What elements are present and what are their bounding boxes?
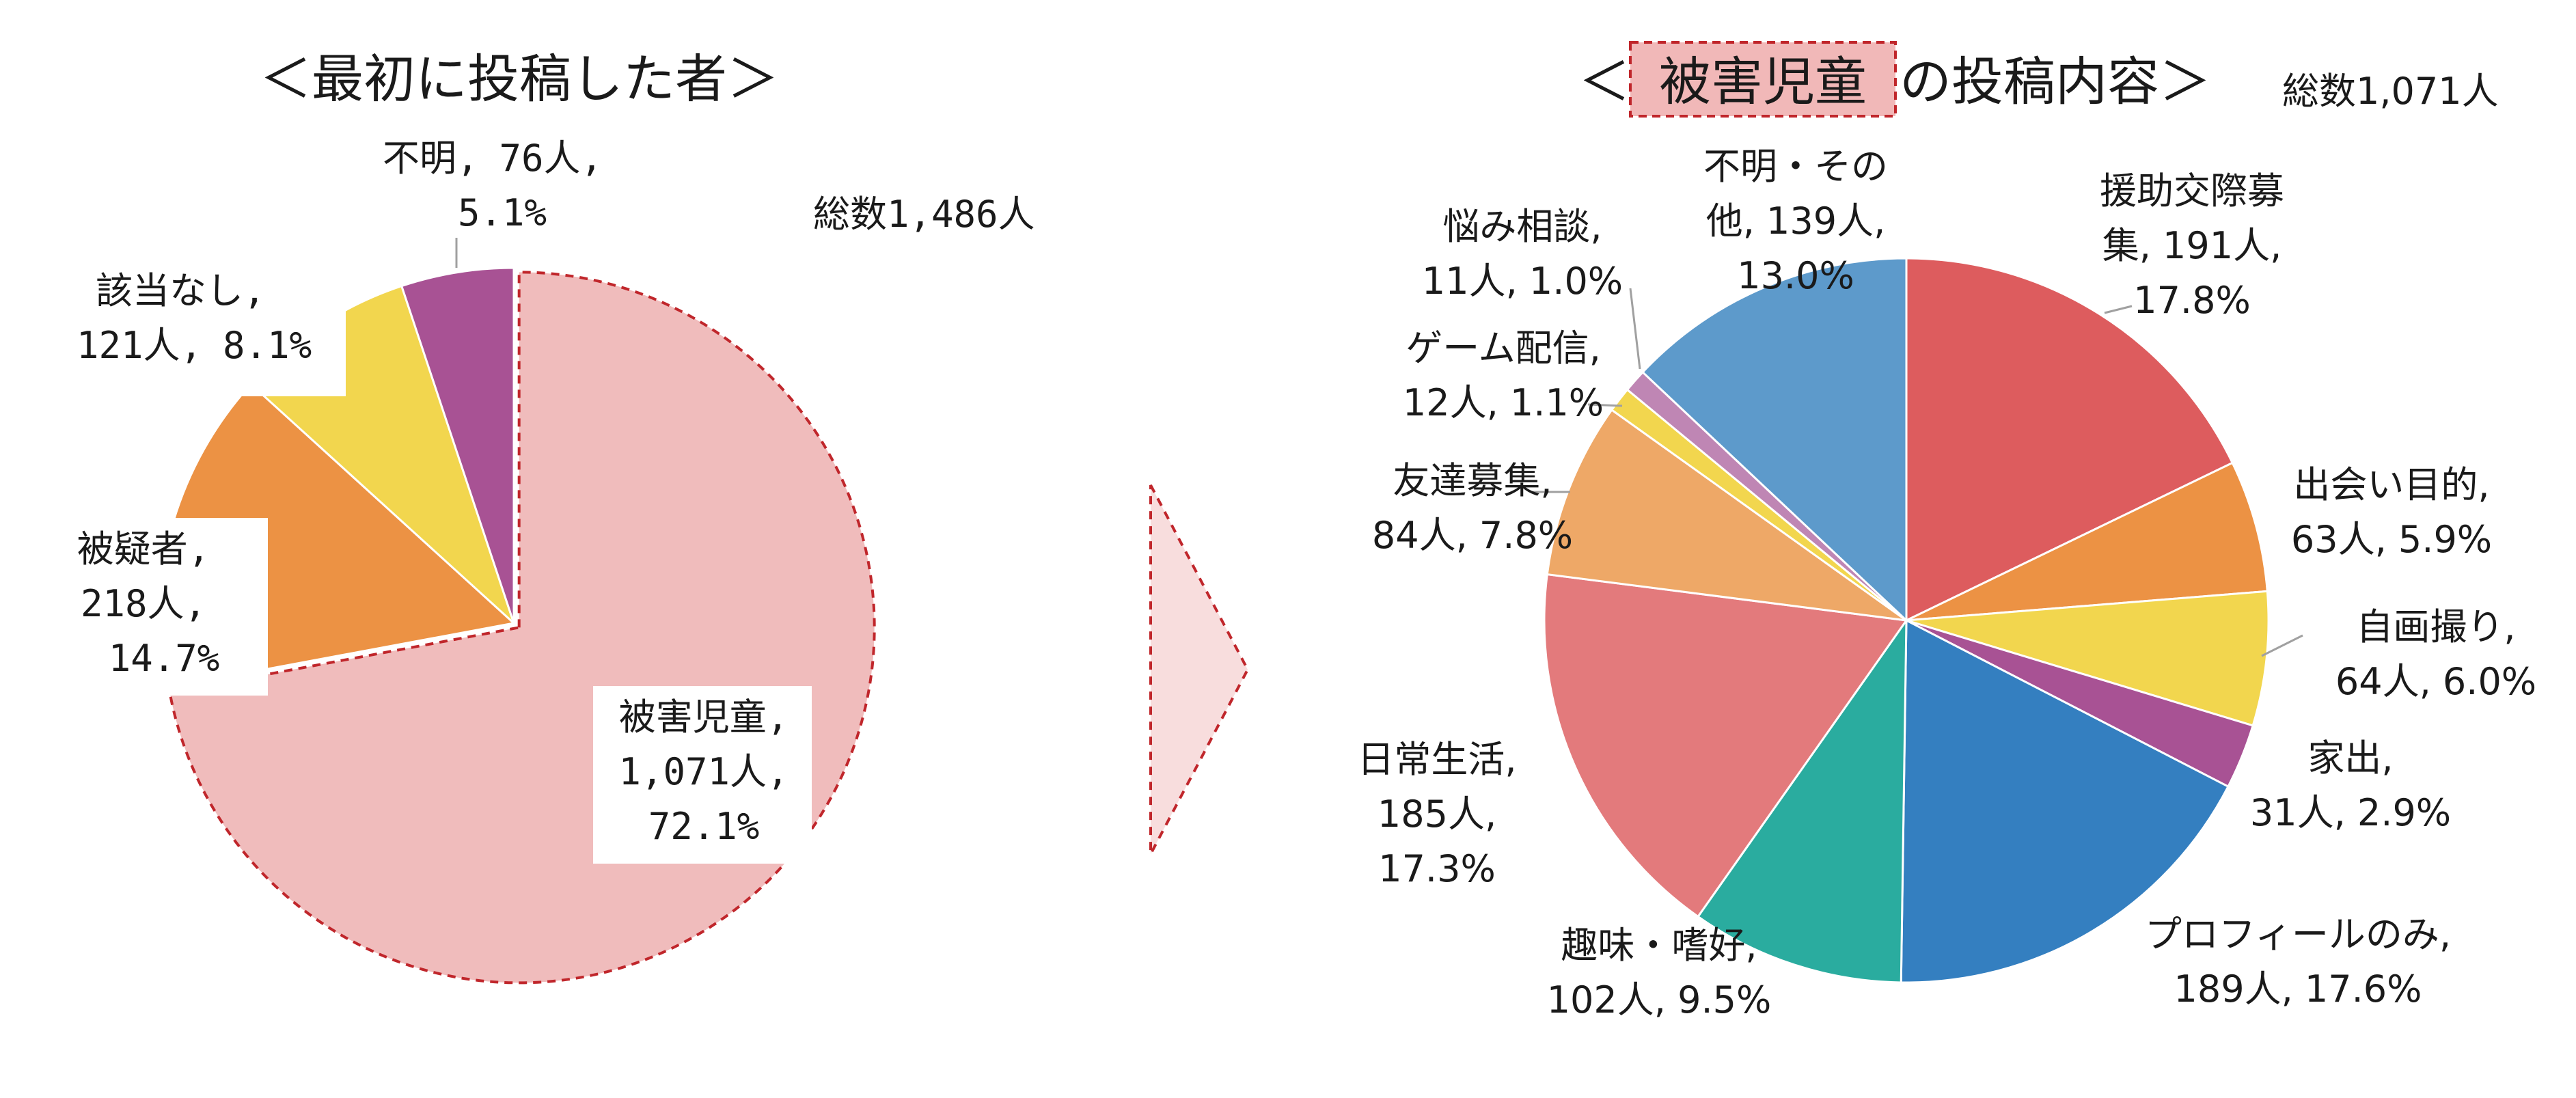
pie-slice-7 <box>1543 573 1908 918</box>
label-unknown-name: 不明, <box>383 137 479 180</box>
slice-label-8-line-1: 友達募集, <box>1393 459 1552 502</box>
label-suspect: 被疑者, 218人, 14.7% <box>77 527 220 680</box>
pie-slice-4 <box>400 266 515 624</box>
leader-line-enjo <box>2104 305 2133 314</box>
slice-label-11-line-3: 13.0% <box>1737 254 1854 297</box>
slice-label-3-line-1: 自画撮り, <box>2356 605 2515 648</box>
leader-line-game <box>1587 403 1623 407</box>
left-chart-title: ＜最初に投稿した者＞ <box>260 49 779 109</box>
arrow-right <box>1149 484 1250 855</box>
slice-label-7-line-1: 日常生活, <box>1357 738 1516 781</box>
slice-label-4-line-1: 家出, <box>2307 737 2393 780</box>
leader-line-selfie <box>2261 634 2303 657</box>
label-suspect-percent: 14.7% <box>109 637 220 680</box>
label-unknown-percent: 5.1% <box>458 191 547 234</box>
pie-slice-1 <box>1905 257 2234 622</box>
slice-label-11-line-1: 不明・その <box>1703 145 1888 188</box>
label-none-percent: 8.1% <box>223 324 312 367</box>
slice-label-2-line-1: 出会い目的, <box>2293 463 2489 506</box>
label-none: 該当なし, 121人, 8.1% <box>77 269 312 367</box>
label-victim-percent: 72.1% <box>648 805 760 848</box>
label-unknown: 不明, 76人, 5.1% <box>383 137 603 234</box>
slice-label-8-line-2: 84人, 7.8% <box>1372 514 1573 557</box>
pie-slice-3 <box>1906 590 2270 727</box>
label-victim-count: 1,071人, <box>618 750 789 793</box>
slice-label-9-line-2: 12人, 1.1% <box>1403 381 1604 424</box>
right-leader-lines <box>1531 288 2303 657</box>
slice-label-7-line-3: 17.3% <box>1378 847 1496 890</box>
svg-text:121人,8.1%: 121人, 8.1% <box>77 324 312 367</box>
right-total-label: 総数1,071人 <box>2282 70 2499 113</box>
slice-label-2-line-2: 63人, 5.9% <box>2291 518 2492 561</box>
right-pie-slices <box>1543 257 2270 984</box>
slice-label-5-line-2: 189人, 17.6% <box>2174 967 2422 1011</box>
slice-label-1-line-3: 17.8% <box>2133 279 2251 322</box>
label-box-suspect <box>56 518 268 696</box>
pie-slice-2 <box>1906 461 2269 622</box>
label-victim: 被害児童, 1,071人, 72.1% <box>618 696 789 848</box>
right-title-prefix: ＜ <box>1578 51 1630 112</box>
slice-label-7-line-2: 185人, <box>1378 793 1496 836</box>
slice-label-11-line-2: 他, 139人, <box>1706 200 1886 243</box>
label-unknown-count: 76人, <box>499 137 603 180</box>
slice-label-6-line-2: 102人, 9.5% <box>1547 978 1772 1021</box>
right-title-suffix: の投稿内容＞ <box>1900 51 2211 112</box>
svg-text:被害児童,: 被害児童, <box>619 696 789 739</box>
label-none-count: 121人, <box>77 324 202 367</box>
slice-label-10-line-2: 11人, 1.0% <box>1422 260 1623 303</box>
pie-slice-5 <box>1900 618 2230 984</box>
svg-text:不明,76人,: 不明, 76人, <box>383 137 603 180</box>
slice-label-3-line-2: 64人, 6.0% <box>2335 660 2536 703</box>
left-pie-chart: ＜最初に投稿した者＞ 総数1,486人 被害児童, 1,071人, 72.1% … <box>56 49 1035 985</box>
slice-label-1-line-2: 集, 191人, <box>2102 224 2282 267</box>
title-highlight-box <box>1629 41 1897 118</box>
label-suspect-count: 218人, <box>81 582 206 625</box>
label-victim-name: 被害児童 <box>619 696 767 739</box>
slice-label-10-line-1: 悩み相談, <box>1442 205 1602 248</box>
left-total-label: 総数1,486人 <box>813 193 1035 236</box>
right-title-highlight: 被害児童 <box>1659 51 1867 112</box>
slice-label-1-line-1: 援助交際募 <box>2100 169 2284 212</box>
label-box-victim <box>593 686 812 864</box>
label-suspect-name: 被疑者, <box>77 527 210 571</box>
slice-label-4-line-2: 31人, 2.9% <box>2250 791 2451 834</box>
slice-label-6-line-1: 趣味・嗜好, <box>1561 924 1757 967</box>
slice-label-5-line-1: プロフィールのみ, <box>2145 913 2451 956</box>
slice-label-9-line-1: ゲーム配信, <box>1406 327 1601 370</box>
pie-slice-8 <box>1546 408 1907 622</box>
label-box-none <box>68 260 346 396</box>
pie-slice-11 <box>1641 257 1908 623</box>
leader-line-consult <box>1629 288 1641 370</box>
pie-slice-6 <box>1696 617 1908 984</box>
label-none-name: 該当なし, <box>96 269 266 312</box>
